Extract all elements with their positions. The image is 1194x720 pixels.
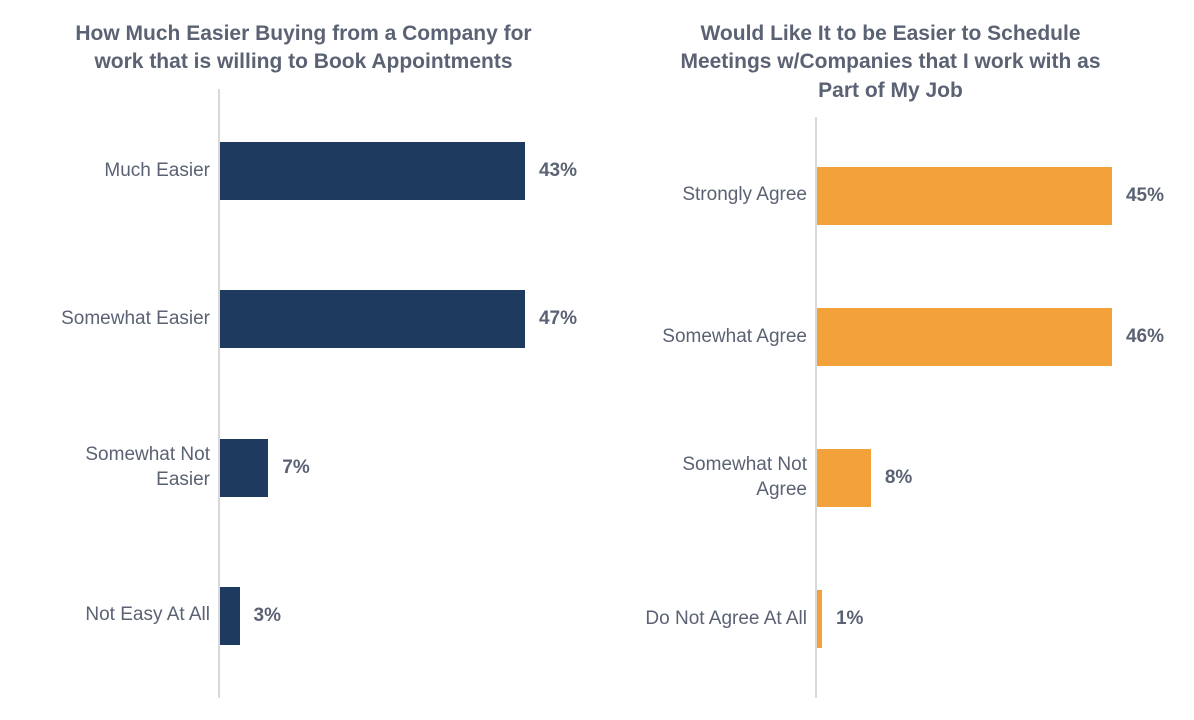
chart-panel-left: How Much Easier Buying from a Company fo… xyxy=(30,20,577,690)
value-label: 8% xyxy=(885,467,912,489)
category-label: Much Easier xyxy=(30,97,210,245)
labels-col-right: Strongly Agree Somewhat Agree Somewhat N… xyxy=(617,125,815,690)
value-label: 46% xyxy=(1126,326,1164,348)
bar xyxy=(815,308,1112,366)
value-label: 47% xyxy=(539,308,577,330)
bar-row: 3% xyxy=(218,542,577,690)
labels-col-left: Much Easier Somewhat Easier Somewhat Not… xyxy=(30,97,218,690)
plot-area-left: 43% 47% 7% 3% xyxy=(218,97,577,690)
category-label: Strongly Agree xyxy=(617,125,807,266)
bar xyxy=(218,290,525,348)
category-label: Somewhat NotAgree xyxy=(617,408,807,549)
value-label: 1% xyxy=(836,608,863,630)
bar-row: 45% xyxy=(815,125,1164,266)
bar-row: 46% xyxy=(815,266,1164,407)
chart-body-left: Much Easier Somewhat Easier Somewhat Not… xyxy=(30,97,577,690)
bar-row: 1% xyxy=(815,549,1164,690)
bar xyxy=(218,587,240,645)
value-label: 7% xyxy=(282,457,309,479)
bar-row: 8% xyxy=(815,408,1164,549)
chart-panel-right: Would Like It to be Easier to Schedule M… xyxy=(617,20,1164,690)
bar xyxy=(218,439,268,497)
value-label: 3% xyxy=(254,605,281,627)
category-label: Do Not Agree At All xyxy=(617,549,807,690)
bar xyxy=(815,167,1112,225)
category-label: Somewhat Agree xyxy=(617,266,807,407)
value-label: 45% xyxy=(1126,185,1164,207)
value-label: 43% xyxy=(539,160,577,182)
charts-container: How Much Easier Buying from a Company fo… xyxy=(0,0,1194,720)
chart-body-right: Strongly Agree Somewhat Agree Somewhat N… xyxy=(617,125,1164,690)
y-axis-line xyxy=(815,117,817,698)
category-label: Not Easy At All xyxy=(30,542,210,690)
bar-row: 43% xyxy=(218,97,577,245)
chart-title-right: Would Like It to be Easier to Schedule M… xyxy=(661,20,1121,105)
bar-row: 47% xyxy=(218,245,577,393)
y-axis-line xyxy=(218,89,220,698)
category-label: Somewhat NotEasier xyxy=(30,393,210,541)
plot-area-right: 45% 46% 8% 1% xyxy=(815,125,1164,690)
bar-row: 7% xyxy=(218,393,577,541)
bar xyxy=(218,142,525,200)
chart-title-left: How Much Easier Buying from a Company fo… xyxy=(74,20,534,77)
bar xyxy=(815,449,871,507)
category-label: Somewhat Easier xyxy=(30,245,210,393)
